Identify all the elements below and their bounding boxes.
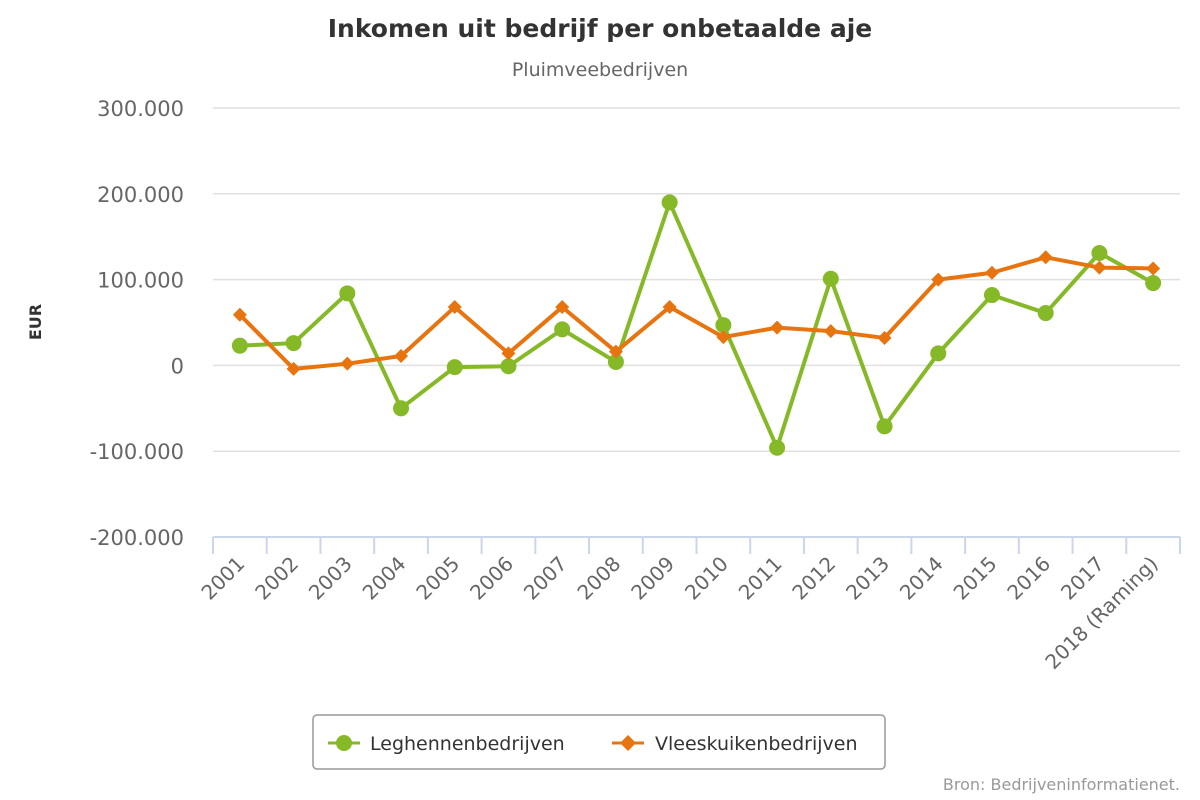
legend-diamond-marker-icon [620,735,636,751]
legend[interactable]: Leghennenbedrijven Vleeskuikenbedrijven [312,714,886,770]
y-tick-label: -200.000 [90,526,184,550]
data-point-circle[interactable] [983,287,1000,304]
x-tick-label: 2009 [626,552,679,605]
data-point-diamond[interactable] [501,346,516,361]
legend-item-vleeskuikenbedrijven[interactable]: Vleeskuikenbedrijven [612,733,858,755]
data-point-diamond[interactable] [1146,261,1161,276]
legend-label-vleeskuikenbedrijven: Vleeskuikenbedrijven [655,733,858,755]
y-tick-label: -100.000 [90,440,184,464]
grid-lines [213,107,1180,452]
data-point-circle[interactable] [554,321,571,338]
x-axis: 2001 2002 2003 2004 2005 2006 2007 2008 2009 2010… [196,536,1181,674]
data-point-diamond[interactable] [340,356,355,371]
x-tick-label: 2010 [680,552,733,605]
y-tick-label: 100.000 [97,269,184,293]
x-tick-label: 2008 [572,552,625,605]
data-point-diamond[interactable] [447,300,462,315]
data-point-circle[interactable] [393,400,410,417]
data-point-diamond[interactable] [877,330,892,345]
series-lines [231,194,1162,456]
data-point-diamond[interactable] [1038,250,1053,265]
series-line [237,200,1156,450]
data-point-diamond[interactable] [394,348,409,363]
data-point-circle[interactable] [715,317,732,334]
y-tick-label: 200.000 [97,183,184,207]
data-point-diamond[interactable] [984,265,999,280]
data-point-circle[interactable] [876,418,893,435]
x-tick-label: 2004 [358,552,411,605]
x-tick-label: 2015 [949,552,1002,605]
y-axis-label: EUR [26,304,45,340]
x-tick-label: 2006 [465,552,518,605]
legend-item-leghennenbedrijven[interactable]: Leghennenbedrijven [328,733,565,755]
x-tick-label: 2011 [734,552,787,605]
data-point-diamond[interactable] [555,300,570,315]
series-leghennenbedrijven[interactable] [231,194,1162,456]
series-vleeskuikenbedrijven[interactable] [232,250,1161,376]
x-tick-label: 2003 [304,552,357,605]
data-point-circle[interactable] [661,194,678,211]
data-point-diamond[interactable] [931,272,946,287]
data-point-circle[interactable] [1091,245,1108,262]
data-point-circle[interactable] [500,358,517,375]
x-tick-label: 2014 [895,552,948,605]
x-tick-label: 2007 [519,552,572,605]
legend-box [312,714,886,770]
x-tick-label: 2001 [196,552,249,605]
y-tick-label: 300.000 [97,97,184,121]
data-point-circle[interactable] [1145,275,1162,292]
data-point-diamond[interactable] [608,344,623,359]
x-tick-label: 2002 [250,552,303,605]
series-line [237,255,1156,371]
data-point-diamond[interactable] [662,300,677,315]
data-point-circle[interactable] [285,335,302,352]
x-tick-label: 2012 [787,552,840,605]
data-point-diamond[interactable] [823,324,838,339]
y-axis-ticks: -200.000 -100.000 0 100.000 200.000 300.000 [90,97,184,550]
data-point-diamond[interactable] [716,330,731,345]
legend-label-leghennenbedrijven: Leghennenbedrijven [370,733,565,755]
data-point-circle[interactable] [822,270,839,287]
credit-text[interactable]: Bron: Bedrijveninformatienet. [943,775,1180,794]
data-point-diamond[interactable] [232,307,247,322]
data-point-circle[interactable] [446,359,463,376]
x-tick-label: 2005 [411,552,464,605]
y-tick-label: 0 [171,354,184,378]
data-point-circle[interactable] [769,439,786,456]
x-tick-label: 2013 [841,552,894,605]
data-point-circle[interactable] [930,345,947,362]
data-point-diamond[interactable] [770,320,785,335]
x-tick-label: 2016 [1002,552,1055,605]
data-point-diamond[interactable] [286,361,301,376]
legend-circle-marker-icon [336,735,352,751]
chart-subtitle: Pluimveebedrijven [512,59,688,81]
data-point-circle[interactable] [1037,305,1054,322]
data-point-circle[interactable] [607,353,624,370]
data-point-circle[interactable] [339,285,356,302]
chart-title: Inkomen uit bedrijf per onbetaalde aje [328,14,872,43]
data-point-diamond[interactable] [1092,260,1107,275]
data-point-circle[interactable] [231,337,248,354]
